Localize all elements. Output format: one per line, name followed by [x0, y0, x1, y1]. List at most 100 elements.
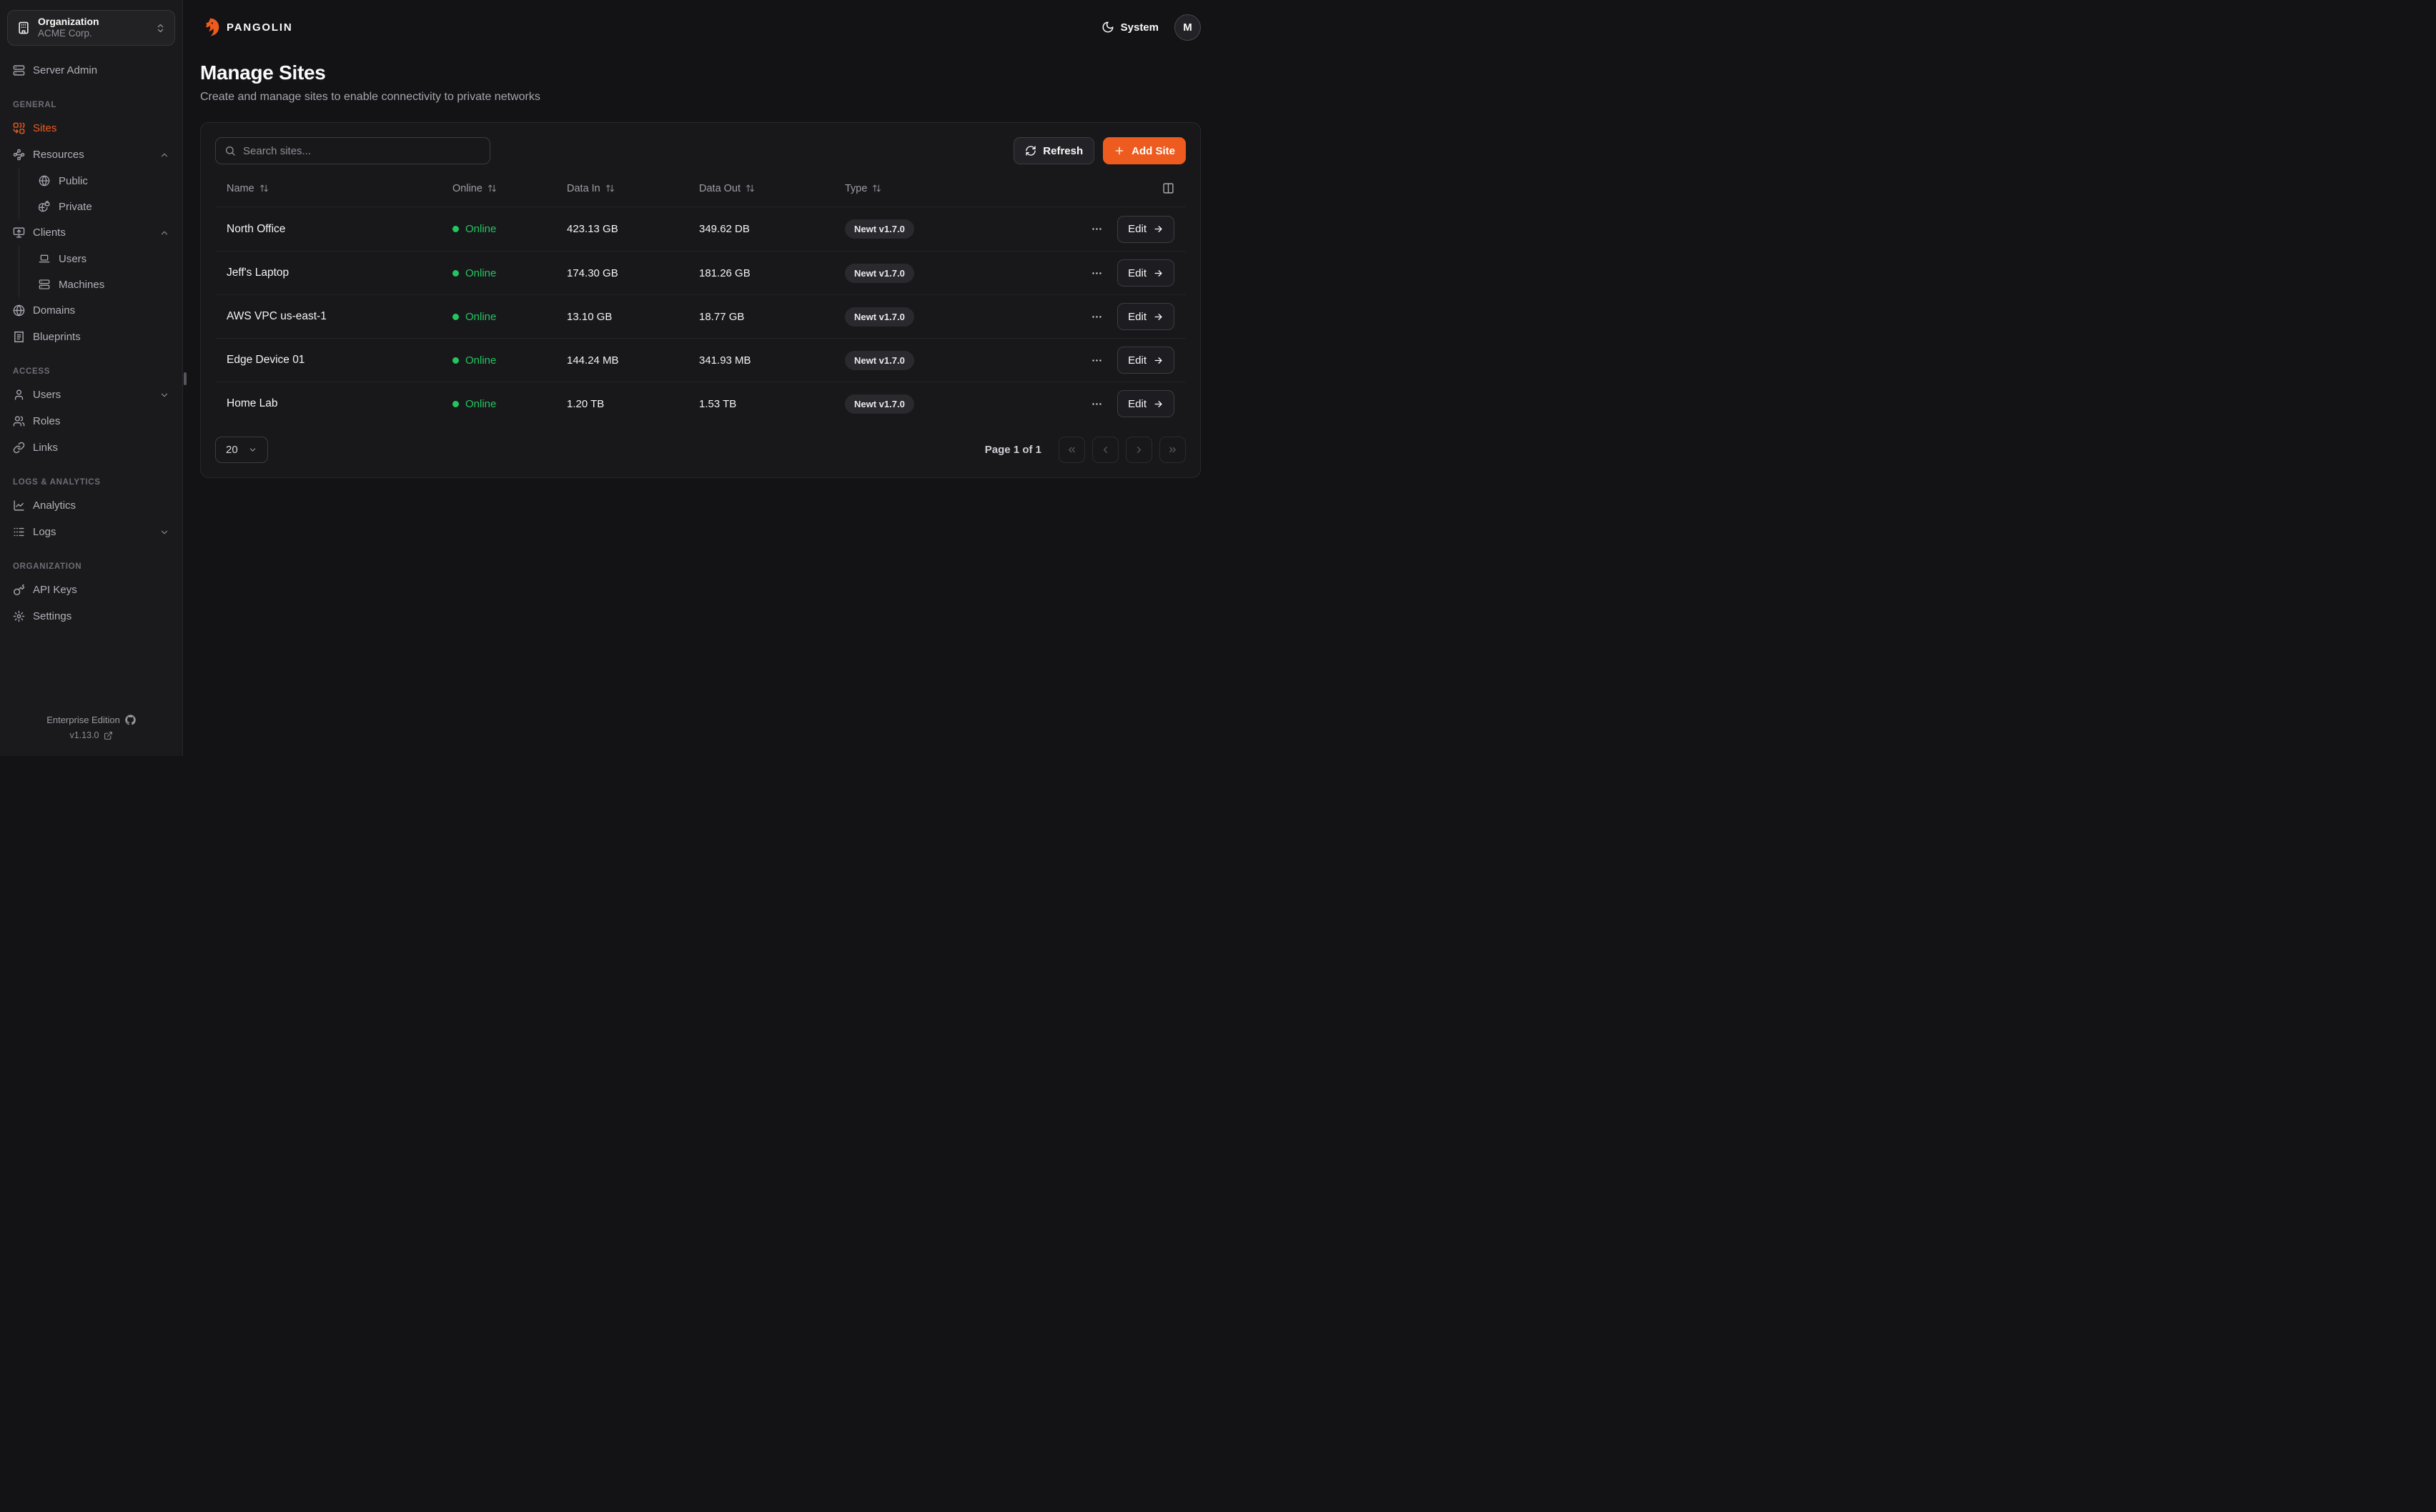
table-row[interactable]: North Office Online 423.13 GB 349.62 DB …: [215, 207, 1186, 251]
logs-icon: [13, 526, 25, 538]
sidebar-item-sites[interactable]: Sites: [7, 115, 175, 141]
table-header: Name Online Data In Data Out Type: [215, 170, 1186, 207]
sidebar-scrollbar-thumb[interactable]: [184, 372, 187, 385]
page-subtitle: Create and manage sites to enable connec…: [200, 91, 540, 103]
edit-button[interactable]: Edit: [1117, 347, 1174, 374]
column-header-type[interactable]: Type: [845, 183, 1042, 194]
status-badge: Online: [452, 398, 567, 410]
sidebar-item-client-users[interactable]: Users: [19, 246, 175, 272]
sidebar-item-public[interactable]: Public: [19, 168, 175, 194]
row-menu-button[interactable]: [1088, 220, 1106, 238]
add-site-button-label: Add Site: [1132, 144, 1175, 157]
sidebar-item-analytics[interactable]: Analytics: [7, 492, 175, 519]
online-dot: [452, 313, 459, 320]
plus-icon: [1114, 145, 1125, 156]
sidebar-item-logs[interactable]: Logs: [7, 519, 175, 545]
site-name: Edge Device 01: [227, 354, 305, 366]
online-dot: [452, 269, 459, 277]
theme-toggle[interactable]: System: [1101, 21, 1159, 34]
sort-icon: [259, 184, 269, 193]
column-header-name[interactable]: Name: [227, 183, 452, 194]
topbar: PANGOLIN System M: [200, 13, 1201, 41]
last-page-button[interactable]: [1159, 437, 1186, 463]
sidebar-item-domains[interactable]: Domains: [7, 297, 175, 324]
data-out-value: 1.53 TB: [699, 397, 737, 410]
sidebar-item-label: Analytics: [33, 499, 76, 512]
table-row[interactable]: Jeff's Laptop Online 174.30 GB 181.26 GB…: [215, 251, 1186, 294]
data-in-value: 13.10 GB: [567, 310, 613, 323]
refresh-button[interactable]: Refresh: [1014, 137, 1095, 164]
online-dot: [452, 400, 459, 407]
page-size-select[interactable]: 20: [215, 437, 268, 463]
edit-button[interactable]: Edit: [1117, 259, 1174, 287]
site-name: AWS VPC us-east-1: [227, 310, 327, 322]
sidebar-item-server-admin[interactable]: Server Admin: [7, 57, 175, 84]
column-header-online[interactable]: Online: [452, 183, 567, 194]
table-row[interactable]: AWS VPC us-east-1 Online 13.10 GB 18.77 …: [215, 294, 1186, 338]
arrow-right-icon: [1153, 399, 1164, 409]
chevron-down-icon: [248, 445, 257, 454]
row-menu-button[interactable]: [1088, 308, 1106, 326]
sidebar-item-label: Settings: [33, 610, 72, 622]
avatar[interactable]: M: [1174, 14, 1201, 41]
gear-icon: [13, 610, 25, 622]
github-icon[interactable]: [125, 715, 136, 725]
org-switcher[interactable]: Organization ACME Corp.: [7, 10, 175, 46]
sidebar-item-clients[interactable]: Clients: [7, 219, 175, 246]
search-input[interactable]: [243, 144, 481, 157]
sidebar-nav: Server Admin GENERAL Sites Resources Pub…: [7, 57, 175, 715]
columns-icon[interactable]: [1162, 182, 1174, 194]
next-page-button[interactable]: [1126, 437, 1152, 463]
sidebar-item-links[interactable]: Links: [7, 434, 175, 461]
prev-page-button[interactable]: [1092, 437, 1119, 463]
first-page-button[interactable]: [1059, 437, 1085, 463]
sidebar-item-label: Users: [59, 252, 87, 265]
type-badge: Newt v1.7.0: [845, 263, 914, 283]
section-label-access: ACCESS: [13, 367, 51, 376]
sidebar-item-private[interactable]: Private: [19, 194, 175, 219]
table-row[interactable]: Home Lab Online 1.20 TB 1.53 TB Newt v1.…: [215, 382, 1186, 425]
sites-card: Refresh Add Site Name Online Data In: [200, 122, 1201, 478]
combine-icon: [13, 122, 25, 134]
column-header-data-in[interactable]: Data In: [567, 183, 699, 194]
sidebar-item-blueprints[interactable]: Blueprints: [7, 324, 175, 350]
version-link[interactable]: v1.13.0: [7, 730, 175, 740]
row-menu-button[interactable]: [1088, 352, 1106, 369]
add-site-button[interactable]: Add Site: [1103, 137, 1186, 164]
key-icon: [13, 584, 25, 596]
avatar-initial: M: [1183, 21, 1192, 34]
sidebar-item-label: Roles: [33, 415, 61, 427]
status-badge: Online: [452, 223, 567, 235]
building-icon: [16, 21, 31, 35]
sidebar-item-api-keys[interactable]: API Keys: [7, 577, 175, 603]
sidebar-item-label: Logs: [33, 526, 56, 538]
site-name: Home Lab: [227, 397, 278, 409]
table-row[interactable]: Edge Device 01 Online 144.24 MB 341.93 M…: [215, 338, 1186, 382]
edit-button[interactable]: Edit: [1117, 215, 1174, 243]
edit-button[interactable]: Edit: [1117, 303, 1174, 330]
page-info: Page 1 of 1: [984, 444, 1041, 456]
arrow-right-icon: [1153, 224, 1164, 234]
sidebar-item-resources[interactable]: Resources: [7, 141, 175, 168]
sidebar-item-label: Domains: [33, 304, 76, 317]
main-content: PANGOLIN System M Manage Sites Create an…: [183, 0, 1218, 756]
brand: PANGOLIN: [200, 17, 292, 37]
sidebar-item-users[interactable]: Users: [7, 382, 175, 408]
sidebar-item-settings[interactable]: Settings: [7, 603, 175, 630]
monitor-up-icon: [13, 227, 25, 239]
sidebar-item-machines[interactable]: Machines: [19, 272, 175, 297]
resources-subgroup: Public Private: [19, 168, 175, 219]
search-box[interactable]: [215, 137, 490, 164]
type-badge: Newt v1.7.0: [845, 307, 914, 327]
sidebar-item-label: Public: [59, 174, 88, 187]
row-menu-button[interactable]: [1088, 395, 1106, 413]
chevron-up-icon: [159, 228, 169, 238]
edit-button[interactable]: Edit: [1117, 390, 1174, 417]
column-header-data-out[interactable]: Data Out: [699, 183, 845, 194]
pangolin-logo: [200, 17, 220, 37]
arrow-right-icon: [1153, 312, 1164, 322]
sidebar-item-label: Server Admin: [33, 64, 98, 76]
clients-subgroup: Users Machines: [19, 246, 175, 297]
sidebar-item-roles[interactable]: Roles: [7, 408, 175, 434]
row-menu-button[interactable]: [1088, 264, 1106, 282]
